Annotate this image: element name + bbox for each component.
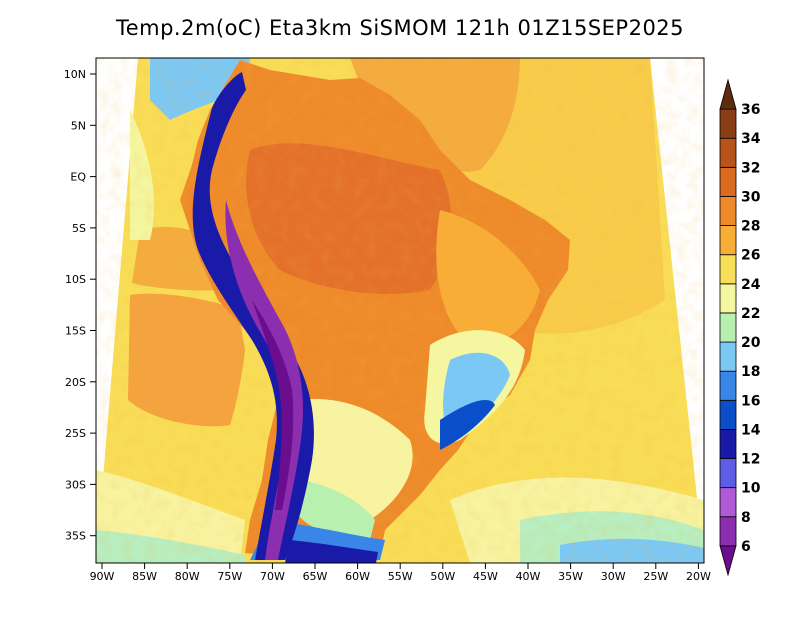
colorbar-segment (719, 108, 737, 139)
lat-tick-label: 10N (64, 68, 86, 81)
colorbar-legend: 6 8 10 12 14 16 18 20 22 24 26 28 30 32 34 36 (719, 78, 761, 577)
colorbar-segment (719, 429, 737, 459)
lon-tick-label: 45W (473, 570, 498, 583)
lat-tick-label: 5S (72, 222, 86, 235)
lon-tick-label: 40W (516, 570, 541, 583)
colorbar-label: 30 (741, 189, 761, 205)
lon-tick-label: 75W (217, 570, 242, 583)
colorbar-segment (719, 545, 737, 577)
central-brazil (436, 210, 540, 346)
lon-tick-label: 60W (345, 570, 370, 583)
colorbar-label: 18 (741, 364, 760, 380)
southeast-highlands-cold (440, 400, 495, 450)
latitude-axis: 10N 5N EQ 5S 10S 15S 20S 25S 30S 35S (64, 68, 96, 543)
lon-tick-label: 50W (430, 570, 455, 583)
colorbar-segment (719, 78, 737, 110)
andes-coldest (252, 300, 294, 510)
colorbar-segment (719, 341, 737, 372)
lon-tick-label: 55W (388, 570, 413, 583)
lat-tick-label: 20S (65, 376, 86, 389)
colorbar-segment (719, 458, 737, 489)
patagonia-colder (285, 540, 378, 563)
colorbar-segment (719, 166, 737, 197)
colorbar-label: 10 (741, 481, 761, 497)
lon-tick-label: 85W (132, 570, 157, 583)
lon-tick-label: 30W (601, 570, 626, 583)
lat-tick-label: 30S (65, 478, 86, 491)
longitude-axis: 90W 85W 80W 75W 70W 65W 60W 55W 50W 45W 40W 35W 30W 2… (90, 563, 711, 583)
lon-tick-label: 80W (175, 570, 200, 583)
colorbar-label: 8 (741, 510, 751, 526)
lat-tick-label: 25S (65, 427, 86, 440)
colorbar-segment (719, 516, 737, 547)
colorbar-segment (719, 137, 737, 168)
colorbar-label: 26 (741, 248, 760, 264)
pampas-cool (298, 480, 375, 540)
lon-tick-label: 70W (260, 570, 285, 583)
lat-tick-label: 35S (65, 530, 86, 543)
colorbar-segment (719, 370, 737, 401)
lat-tick-label: EQ (70, 171, 86, 184)
lon-tick-label: 25W (643, 570, 668, 583)
colorbar-label: 16 (741, 393, 760, 409)
colorbar-segment (719, 283, 737, 314)
colorbar-label: 24 (741, 277, 761, 293)
colorbar-label: 14 (741, 422, 761, 438)
colorbar-segment (719, 399, 737, 430)
map-title: Temp.2m(oC) Eta3km SiSMOM 121h 01Z15SEP2… (115, 16, 685, 40)
lon-tick-label: 90W (90, 570, 115, 583)
colorbar-label: 20 (741, 335, 761, 351)
colorbar-segment (719, 312, 737, 343)
colorbar-label: 12 (741, 452, 760, 468)
colorbar-label: 36 (741, 102, 760, 118)
colorbar-label: 6 (741, 539, 751, 555)
colorbar-segment (719, 196, 737, 226)
lat-tick-label: 15S (65, 325, 86, 338)
lon-tick-label: 20W (686, 570, 711, 583)
lon-tick-label: 65W (303, 570, 328, 583)
colorbar-segment (719, 487, 737, 518)
lat-tick-label: 10S (65, 273, 86, 286)
colorbar-segment (719, 254, 737, 285)
lat-tick-label: 5N (71, 119, 86, 132)
colorbar-label: 22 (741, 306, 760, 322)
colorbar-label: 34 (741, 131, 761, 147)
lon-tick-label: 35W (558, 570, 583, 583)
colorbar-label: 32 (741, 160, 760, 176)
colorbar-label: 28 (741, 219, 760, 235)
colorbar-segment (719, 225, 737, 256)
